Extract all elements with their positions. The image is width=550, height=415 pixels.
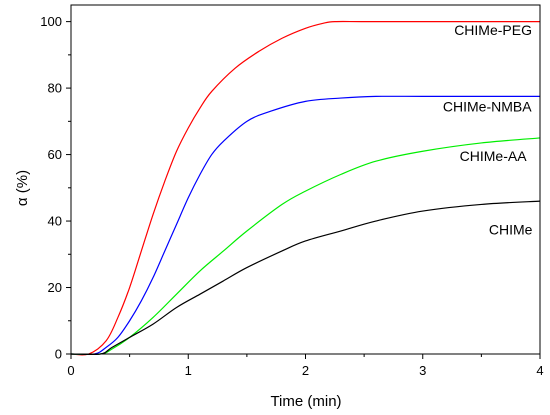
- series-line-chime: [70, 200, 541, 356]
- x-tick-label: 2: [302, 363, 309, 378]
- series-label-chime-nmba: CHIMe-NMBA: [443, 98, 532, 114]
- series-line-chime-nmba: [70, 95, 540, 356]
- y-tick-label: 80: [48, 81, 62, 96]
- series-line-chime-aa: [70, 137, 541, 355]
- x-tick-label: 0: [67, 363, 74, 378]
- x-tick-label: 1: [185, 363, 192, 378]
- series-label-chime-peg: CHIMe-PEG: [454, 22, 532, 38]
- x-tick-label: 3: [419, 363, 426, 378]
- y-tick-label: 60: [48, 147, 62, 162]
- y-tick-label: 100: [40, 14, 62, 29]
- series-label-chime-aa: CHIMe-AA: [460, 148, 528, 164]
- y-tick-label: 20: [48, 280, 62, 295]
- series-label-chime: CHIMe: [489, 221, 533, 237]
- x-tick-label: 4: [536, 363, 543, 378]
- plot-lines: [70, 20, 541, 356]
- series-line-chime-peg: [70, 20, 540, 356]
- y-tick-label: 40: [48, 214, 62, 229]
- y-axis-label: α (%): [14, 170, 31, 206]
- x-axis-label: Time (min): [270, 393, 341, 410]
- y-tick-label: 0: [55, 347, 62, 362]
